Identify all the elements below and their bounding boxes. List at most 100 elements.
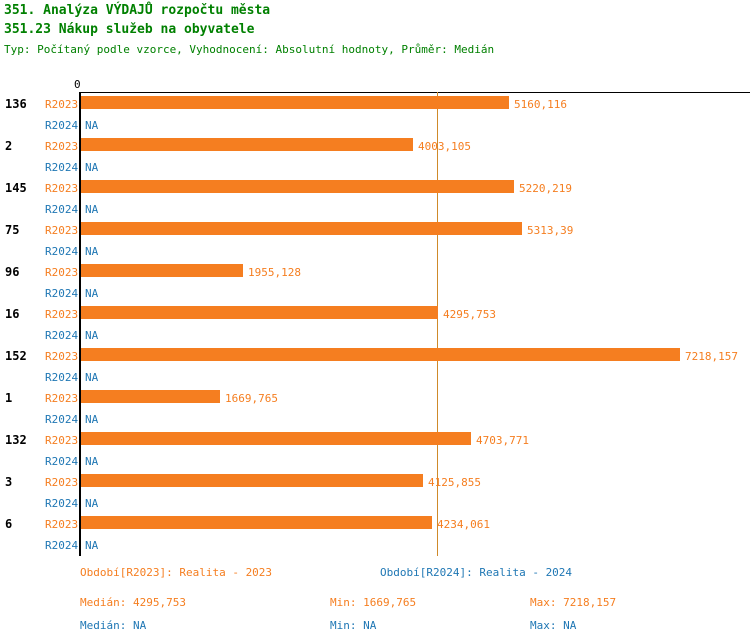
bar-value-label-r2024: NA — [85, 161, 99, 174]
bar-r2023 — [81, 432, 471, 445]
series-label-r2024: R2024 — [45, 455, 79, 468]
group-id-label: 2 — [5, 139, 13, 153]
bar-r2023 — [81, 138, 413, 151]
chart-group-145: 145 R2023 5220,219 R2024 NA — [0, 178, 750, 220]
legend-r2024: Období[R2024]: Realita - 2024 — [380, 566, 573, 579]
series-label-r2023: R2023 — [45, 140, 79, 153]
row-r2024: R2024 NA — [0, 325, 750, 346]
row-r2024: R2024 NA — [0, 199, 750, 220]
row-r2024: R2024 NA — [0, 241, 750, 262]
bar-value-label-r2023: 1955,128 — [248, 266, 301, 279]
row-r2024: R2024 NA — [0, 283, 750, 304]
bar-value-label-r2023: 5220,219 — [519, 182, 572, 195]
series-label-r2023: R2023 — [45, 476, 79, 489]
chart-group-132: 132 R2023 4703,771 R2024 NA — [0, 430, 750, 472]
row-r2023: R2023 7218,157 — [0, 346, 750, 367]
row-r2024: R2024 NA — [0, 115, 750, 136]
stat-max-2024: Max: NA — [530, 619, 577, 632]
report-title: 351. Analýza VÝDAJŮ rozpočtu města — [4, 3, 271, 18]
row-r2023: R2023 4295,753 — [0, 304, 750, 325]
bar-value-label-r2024: NA — [85, 329, 99, 342]
bar-r2023 — [81, 474, 423, 487]
bar-r2023 — [81, 348, 680, 361]
bar-r2023 — [81, 264, 243, 277]
median-line — [437, 92, 438, 556]
series-label-r2023: R2023 — [45, 350, 79, 363]
series-label-r2023: R2023 — [45, 392, 79, 405]
bar-value-label-r2024: NA — [85, 413, 99, 426]
row-r2023: R2023 1669,765 — [0, 388, 750, 409]
row-r2024: R2024 NA — [0, 409, 750, 430]
row-r2023: R2023 4003,105 — [0, 136, 750, 157]
axis-zero-label: 0 — [74, 78, 81, 91]
x-axis-line — [80, 92, 750, 93]
series-label-r2024: R2024 — [45, 329, 79, 342]
stat-max-2023: Max: 7218,157 — [530, 596, 617, 609]
chart-group-152: 152 R2023 7218,157 R2024 NA — [0, 346, 750, 388]
bar-value-label-r2023: 4703,771 — [476, 434, 529, 447]
bar-value-label-r2024: NA — [85, 371, 99, 384]
legend-r2023: Období[R2023]: Realita - 2023 — [80, 566, 273, 579]
group-id-label: 3 — [5, 475, 13, 489]
series-label-r2024: R2024 — [45, 497, 79, 510]
bar-r2023 — [81, 222, 522, 235]
row-r2024: R2024 NA — [0, 367, 750, 388]
row-r2024: R2024 NA — [0, 535, 750, 556]
stat-median-2024: Medián: NA — [80, 619, 147, 632]
row-r2023: R2023 5220,219 — [0, 178, 750, 199]
series-label-r2023: R2023 — [45, 308, 79, 321]
series-label-r2023: R2023 — [45, 266, 79, 279]
group-id-label: 6 — [5, 517, 13, 531]
bar-value-label-r2023: 7218,157 — [685, 350, 738, 363]
series-label-r2024: R2024 — [45, 539, 79, 552]
row-r2023: R2023 5313,39 — [0, 220, 750, 241]
row-r2023: R2023 5160,116 — [0, 94, 750, 115]
row-r2023: R2023 1955,128 — [0, 262, 750, 283]
series-label-r2023: R2023 — [45, 434, 79, 447]
group-id-label: 132 — [5, 433, 27, 447]
bar-value-label-r2024: NA — [85, 497, 99, 510]
bar-r2023 — [81, 516, 432, 529]
group-id-label: 96 — [5, 265, 20, 279]
bar-value-label-r2024: NA — [85, 455, 99, 468]
bar-value-label-r2023: 4295,753 — [443, 308, 496, 321]
bar-r2023 — [81, 96, 509, 109]
series-label-r2024: R2024 — [45, 203, 79, 216]
row-r2023: R2023 4234,061 — [0, 514, 750, 535]
row-r2024: R2024 NA — [0, 157, 750, 178]
bar-value-label-r2024: NA — [85, 245, 99, 258]
stat-min-2024: Min: NA — [330, 619, 377, 632]
chart-group-1: 1 R2023 1669,765 R2024 NA — [0, 388, 750, 430]
series-label-r2024: R2024 — [45, 413, 79, 426]
stat-median-2023: Medián: 4295,753 — [80, 596, 186, 609]
bar-value-label-r2023: 1669,765 — [225, 392, 278, 405]
series-label-r2023: R2023 — [45, 224, 79, 237]
report-meta: Typ: Počítaný podle vzorce, Vyhodnocení:… — [4, 43, 495, 56]
chart-group-6: 6 R2023 4234,061 R2024 NA — [0, 514, 750, 556]
bar-value-label-r2024: NA — [85, 287, 99, 300]
bar-value-label-r2023: 5160,116 — [514, 98, 567, 111]
series-label-r2023: R2023 — [45, 182, 79, 195]
series-label-r2024: R2024 — [45, 245, 79, 258]
y-axis-line — [79, 92, 81, 556]
group-id-label: 1 — [5, 391, 13, 405]
bar-value-label-r2023: 4003,105 — [418, 140, 471, 153]
bar-r2023 — [81, 390, 220, 403]
series-label-r2024: R2024 — [45, 371, 79, 384]
group-id-label: 136 — [5, 97, 27, 111]
series-label-r2024: R2024 — [45, 287, 79, 300]
bar-value-label-r2023: 4234,061 — [437, 518, 490, 531]
group-id-label: 75 — [5, 223, 20, 237]
chart-group-96: 96 R2023 1955,128 R2024 NA — [0, 262, 750, 304]
group-id-label: 152 — [5, 349, 27, 363]
group-id-label: 145 — [5, 181, 27, 195]
chart-group-75: 75 R2023 5313,39 R2024 NA — [0, 220, 750, 262]
chart-group-16: 16 R2023 4295,753 R2024 NA — [0, 304, 750, 346]
series-label-r2023: R2023 — [45, 518, 79, 531]
chart-group-3: 3 R2023 4125,855 R2024 NA — [0, 472, 750, 514]
chart-group-2: 2 R2023 4003,105 R2024 NA — [0, 136, 750, 178]
stat-min-2023: Min: 1669,765 — [330, 596, 417, 609]
bar-value-label-r2024: NA — [85, 119, 99, 132]
bar-value-label-r2023: 4125,855 — [428, 476, 481, 489]
